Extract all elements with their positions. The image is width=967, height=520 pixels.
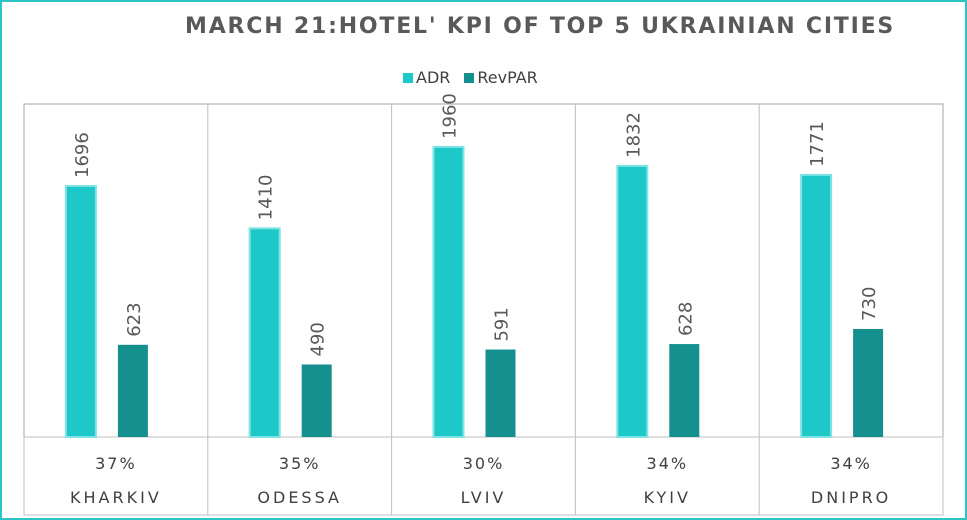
occupancy-value-lviv: 30% <box>463 454 505 473</box>
data-label-adr-lviv: 1960 <box>440 93 461 139</box>
category-label-dnipro: DNIPRO <box>811 488 891 507</box>
legend-item-revpar: RevPAR <box>464 68 538 87</box>
occupancy-value-dnipro: 34% <box>830 454 872 473</box>
legend-label-adr: ADR <box>416 68 451 87</box>
bar-revpar-odessa <box>301 364 332 437</box>
bar-revpar-kyiv <box>669 344 700 437</box>
legend-label-revpar: RevPAR <box>477 68 538 87</box>
bar-adr-lviv <box>432 145 465 438</box>
data-label-adr-kyiv: 1832 <box>623 112 644 158</box>
bar-adr-kharkiv <box>64 184 97 438</box>
bar-revpar-lviv <box>485 349 516 437</box>
bar-revpar-kharkiv <box>117 344 148 437</box>
data-label-revpar-odessa: 490 <box>308 322 329 356</box>
legend-swatch-adr <box>403 72 413 83</box>
data-label-adr-dnipro: 1771 <box>807 121 828 167</box>
data-label-revpar-kharkiv: 623 <box>124 302 145 336</box>
category-label-lviv: LVIV <box>461 488 507 507</box>
occupancy-value-kharkiv: 37% <box>95 454 137 473</box>
occupancy-value-kyiv: 34% <box>647 454 689 473</box>
category-label-odessa: ODESSA <box>257 488 342 507</box>
bar-adr-odessa <box>248 227 281 438</box>
data-label-adr-kharkiv: 1696 <box>72 132 93 178</box>
bar-revpar-dnipro <box>853 328 884 437</box>
bar-adr-dnipro <box>800 173 833 438</box>
data-table <box>23 436 944 516</box>
occupancy-value-odessa: 35% <box>279 454 321 473</box>
legend-swatch-revpar <box>464 72 475 83</box>
chart-legend: ADR RevPAR <box>403 68 552 87</box>
data-label-revpar-kyiv: 628 <box>675 302 696 336</box>
category-label-kharkiv: KHARKIV <box>70 488 162 507</box>
chart-title: MARCH 21:HOTEL' KPI OF TOP 5 UKRAINIAN C… <box>185 14 896 39</box>
data-label-revpar-lviv: 591 <box>492 307 513 341</box>
data-label-revpar-dnipro: 730 <box>859 287 880 321</box>
category-label-kyiv: KYIV <box>644 488 691 507</box>
legend-item-adr: ADR <box>403 68 450 87</box>
data-label-adr-odessa: 1410 <box>256 175 277 221</box>
bar-adr-kyiv <box>616 164 649 438</box>
